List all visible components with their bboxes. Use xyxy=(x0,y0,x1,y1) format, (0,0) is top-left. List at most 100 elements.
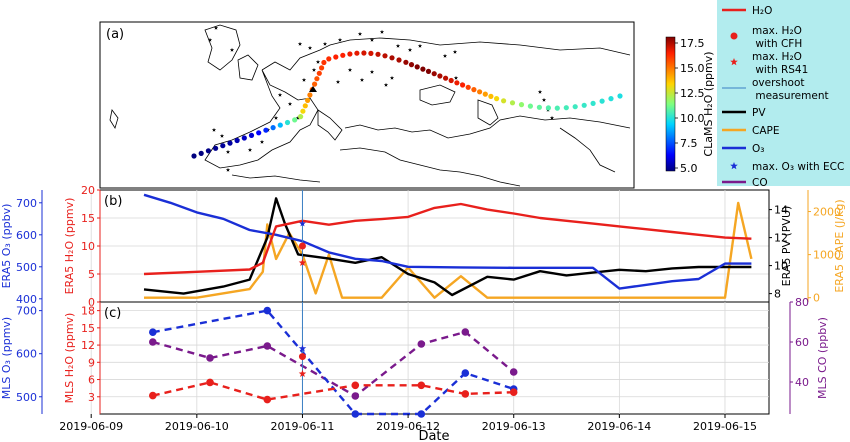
panel-b-grid xyxy=(90,190,769,302)
panel-a-label: (a) xyxy=(106,27,124,42)
colorbar-tick-label: 10.0 xyxy=(680,112,705,125)
trajectory-star xyxy=(389,75,395,80)
trajectory-point xyxy=(599,98,605,104)
trajectory-star xyxy=(347,67,353,72)
x-tick-label: 2019-06-15 xyxy=(693,420,757,433)
x-tick-label: 2019-06-10 xyxy=(165,420,229,433)
colorbar-gradient xyxy=(665,36,676,172)
trajectory-point xyxy=(205,148,211,154)
trajectory-star xyxy=(229,47,235,52)
trajectory-star xyxy=(207,37,213,42)
series-line-o3 xyxy=(143,193,752,290)
cfh-marker xyxy=(298,353,306,361)
trajectory-point xyxy=(256,130,262,136)
pv-axis-tick-label: 12 xyxy=(774,232,788,245)
trajectory-star xyxy=(211,127,217,132)
x-tick-label: 2019-06-14 xyxy=(587,420,651,433)
trajectory-star xyxy=(219,133,225,138)
trajectory-star xyxy=(337,37,343,42)
series-point-h2o xyxy=(461,390,470,398)
x-tick-label: 2019-06-09 xyxy=(59,420,123,433)
trajectory-point xyxy=(248,132,255,138)
colorbar: 17.5 15.0 12.5 10.0 7.5 5.0 CLaMS H₂O (ppmv) xyxy=(665,36,715,175)
pv-axis-tick-label: 14 xyxy=(774,204,788,217)
trajectory-point xyxy=(326,56,332,62)
h2o-axis-c-tick-label: 9 xyxy=(88,356,95,369)
cape-axis-tick-label: 2000 xyxy=(813,206,841,219)
trajectory-point xyxy=(425,68,432,74)
legend-label-line: measurement xyxy=(752,90,829,102)
series-point-o3 xyxy=(417,410,426,418)
trajectory-point xyxy=(213,145,219,151)
trajectory-point xyxy=(319,65,325,71)
trajectory-point xyxy=(333,54,339,60)
trajectory-point xyxy=(191,153,197,159)
series-point-h2o xyxy=(351,381,360,390)
trajectory-point xyxy=(509,100,516,106)
trajectory-point xyxy=(454,80,460,86)
trajectory-star xyxy=(442,53,448,58)
co-axis-tick-label: 60 xyxy=(795,336,809,349)
h2o-axis-b-tick-label: 5 xyxy=(88,268,95,281)
trajectory-star xyxy=(259,139,265,144)
o3-axis-b-tick-label: 500 xyxy=(16,261,37,274)
legend-label-line: PV xyxy=(752,107,766,119)
o3-axis-b-tick-label: 400 xyxy=(16,293,37,306)
trajectory-star xyxy=(295,115,301,120)
colorbar-tick-label: 17.5 xyxy=(680,37,705,50)
trajectory-point xyxy=(518,102,525,108)
legend-label-line: CO xyxy=(752,177,768,189)
panel-c-series xyxy=(149,302,518,418)
trajectory-star xyxy=(297,41,303,46)
trajectory-point xyxy=(321,59,327,66)
h2o-axis-c-tick-label: 18 xyxy=(81,305,95,318)
trajectory-point xyxy=(375,51,381,57)
series-line-pv xyxy=(143,197,752,297)
trajectory-point xyxy=(314,76,320,82)
x-tick-label: 2019-06-13 xyxy=(482,420,546,433)
legend-label-line: with CFH xyxy=(752,38,802,50)
legend-label: overshoot measurement xyxy=(752,77,829,102)
legend-label: PV xyxy=(752,107,766,119)
trajectory-star xyxy=(225,167,231,172)
series-point-co xyxy=(461,328,470,336)
trajectory-point xyxy=(300,108,306,114)
trajectory-point xyxy=(527,103,534,109)
trajectory-point xyxy=(617,93,623,99)
trajectory-star xyxy=(383,82,389,87)
trajectory-star xyxy=(315,59,321,64)
h2o-axis-b-tick-label: 10 xyxy=(81,240,95,253)
h2o-axis-c-tick-label: 12 xyxy=(81,339,95,352)
trajectory-point xyxy=(471,87,477,93)
o3-axis-c-label: MLS O₃ (ppmv) xyxy=(0,317,13,399)
trajectory-point xyxy=(277,122,283,128)
trajectory-point xyxy=(292,117,298,123)
series-point-o3 xyxy=(149,328,157,337)
series-point-co xyxy=(509,368,518,376)
trajectory-point xyxy=(234,137,240,144)
co-axis-label: MLS CO (ppbv) xyxy=(816,317,829,399)
h2o-axis-c-tick-label: 15 xyxy=(81,322,95,335)
trajectory-star xyxy=(307,45,313,50)
trajectory-point xyxy=(347,51,353,57)
trajectory-point xyxy=(482,91,488,97)
trajectory-point xyxy=(545,105,552,111)
trajectory-point xyxy=(448,77,454,84)
legend-label: max. H₂O with CFH xyxy=(752,25,802,50)
pv-axis-label: ERA5 PV (PVU) xyxy=(780,206,793,287)
trajectory-point xyxy=(572,104,578,110)
trajectory-point xyxy=(414,64,420,70)
legend-label-line: O₃ xyxy=(752,143,764,155)
x-axis-label: Date xyxy=(418,429,449,442)
legend-label-line: max. H₂O xyxy=(752,51,802,63)
cape-axis-label: ERA5 CAPE (J/kg) xyxy=(833,199,846,292)
pv-axis-tick-label: 8 xyxy=(774,288,781,301)
trajectory-star xyxy=(407,47,413,52)
legend-label: CAPE xyxy=(752,125,779,137)
map-frame xyxy=(99,21,635,189)
trajectory-star xyxy=(225,149,231,154)
trajectory-point xyxy=(477,89,483,95)
trajectory-point xyxy=(460,82,466,88)
trajectory-point xyxy=(536,104,543,110)
